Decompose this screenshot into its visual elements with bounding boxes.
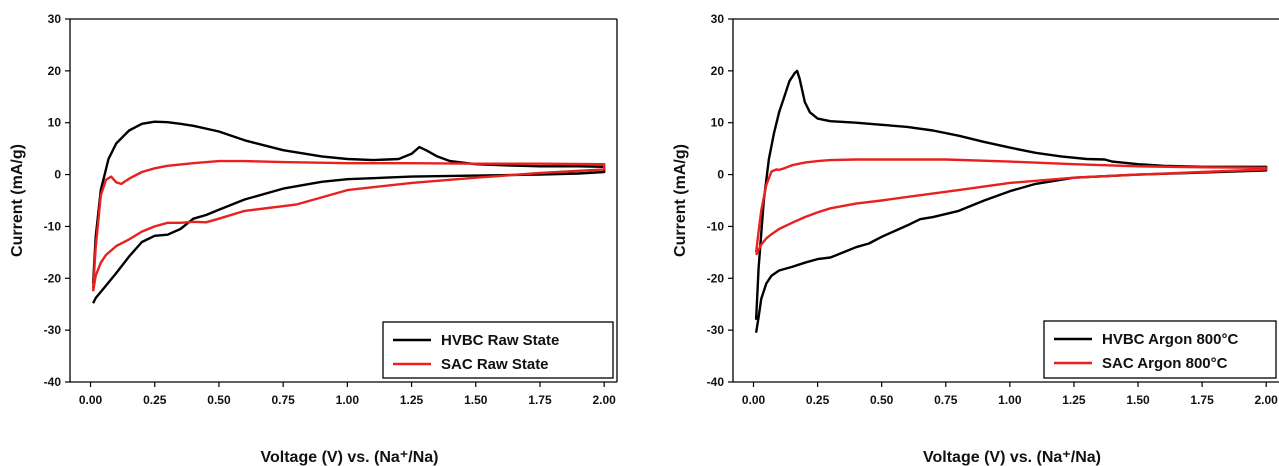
chart-panel-1: -40 -30 -20 -10 0 10 20 30 0.00 0.25 0.50 0.75 1.00 1… (9, 12, 618, 466)
x-tick-label: 1.25 (1062, 393, 1086, 407)
legend-label: HVBC Argon 800°C (1102, 331, 1238, 348)
x-tick-label: 0.75 (934, 393, 958, 407)
y-tick-label: 30 (48, 12, 62, 26)
x-tick-label: 1.25 (400, 393, 424, 407)
y-axis-label: Current (mA/g) (672, 144, 689, 257)
x-tick-label: 1.50 (1126, 393, 1150, 407)
y-tick-label: -20 (707, 271, 725, 285)
y-tick-label: 0 (717, 168, 724, 182)
x-tick-label: 0.00 (742, 393, 766, 407)
y-tick-label: -10 (707, 219, 725, 233)
legend-label: SAC Argon 800°C (1102, 355, 1228, 372)
y-tick-label: 20 (711, 64, 725, 78)
x-tick-label: 1.50 (464, 393, 488, 407)
x-tick-label: 1.00 (336, 393, 360, 407)
y-tick-label: -30 (707, 323, 725, 337)
x-tick-label: 1.75 (528, 393, 552, 407)
x-tick-label: 0.00 (79, 393, 103, 407)
legend-box (382, 321, 614, 379)
x-tick-label: 2.00 (1255, 393, 1279, 407)
y-tick-label: 10 (711, 116, 725, 130)
series-line-hvbc (754, 69, 1268, 333)
x-axis-label: Voltage (V) vs. (Na⁺/Na) (923, 449, 1101, 466)
y-tick-label: -10 (44, 219, 62, 233)
y-tick-label: 30 (711, 12, 725, 26)
y-tick-label: 10 (48, 116, 62, 130)
x-tick-label: 1.00 (998, 393, 1022, 407)
y-tick-label: 0 (54, 168, 61, 182)
legend-label: HVBC Raw State (441, 332, 559, 349)
y-tick-label: -40 (44, 375, 62, 389)
x-tick-label: 1.75 (1190, 393, 1214, 407)
x-tick-label: 0.75 (271, 393, 295, 407)
y-tick-label: 20 (48, 64, 62, 78)
series-line-sac (91, 159, 606, 292)
x-tick-label: 2.00 (592, 393, 616, 407)
x-tick-label: 0.25 (806, 393, 830, 407)
x-tick-label: 0.50 (870, 393, 894, 407)
legend-box (1043, 320, 1277, 379)
y-axis-label: Current (mA/g) (9, 144, 26, 257)
x-tick-label: 0.50 (207, 393, 231, 407)
x-tick-label: 0.25 (143, 393, 167, 407)
legend-label: SAC Raw State (441, 356, 549, 373)
y-tick-label: -20 (44, 271, 62, 285)
chart-panel-2: -40 -30 -20 -10 0 10 20 30 0.00 0.25 0.50 0.75 1.00 1… (672, 12, 1279, 466)
legend: HVBC Argon 800°C SAC Argon 800°C (1043, 320, 1277, 379)
y-tick-label: -30 (44, 323, 62, 337)
series-line-hvbc (91, 120, 606, 304)
series-line-sac (754, 158, 1268, 256)
legend: HVBC Raw State SAC Raw State (382, 321, 614, 379)
y-tick-label: -40 (707, 375, 725, 389)
x-axis-label: Voltage (V) vs. (Na⁺/Na) (261, 449, 439, 466)
